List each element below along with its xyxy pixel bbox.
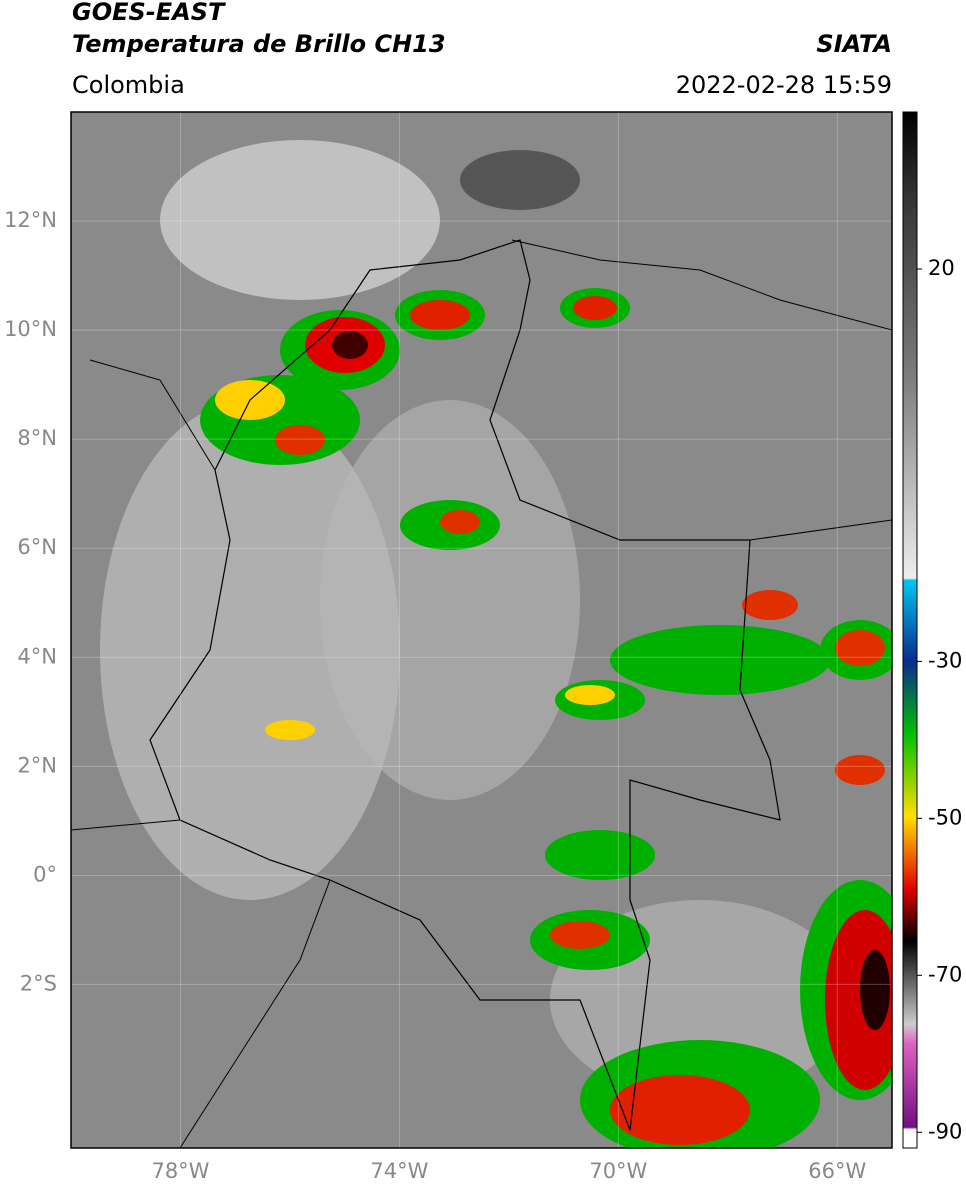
colorbar-label: 20	[928, 256, 955, 280]
border	[149, 239, 781, 1131]
colorbar	[902, 111, 918, 1149]
colorbar-label: -50	[928, 805, 962, 829]
lat-label: 12°N	[4, 208, 57, 232]
lat-label: 2°S	[20, 971, 57, 995]
colorbar-label: -90	[928, 1119, 962, 1143]
subtitle: Temperatura de Brillo CH13	[72, 30, 446, 58]
source: SIATA	[816, 30, 892, 58]
lat-label: 2°N	[17, 753, 57, 777]
colorbar-label: -30	[928, 648, 962, 672]
lat-label: 4°N	[17, 644, 57, 668]
region: Colombia	[72, 71, 185, 99]
lon-label: 74°W	[370, 1159, 428, 1183]
lat-label: 10°N	[4, 317, 57, 341]
border	[71, 239, 892, 1148]
lon-label: 78°W	[151, 1159, 209, 1183]
colorbar-label: -70	[928, 962, 962, 986]
map-image	[71, 112, 892, 1148]
lon-label: 66°W	[808, 1159, 866, 1183]
convection	[200, 288, 892, 1148]
lon-label: 70°W	[589, 1159, 647, 1183]
lat-label: 6°N	[17, 535, 57, 559]
datetime: 2022-02-28 15:59	[676, 71, 892, 99]
lat-label: 8°N	[17, 426, 57, 450]
lat-label: 0°	[33, 862, 57, 886]
title: GOES-EAST	[72, 0, 226, 26]
map-frame	[70, 111, 893, 1149]
